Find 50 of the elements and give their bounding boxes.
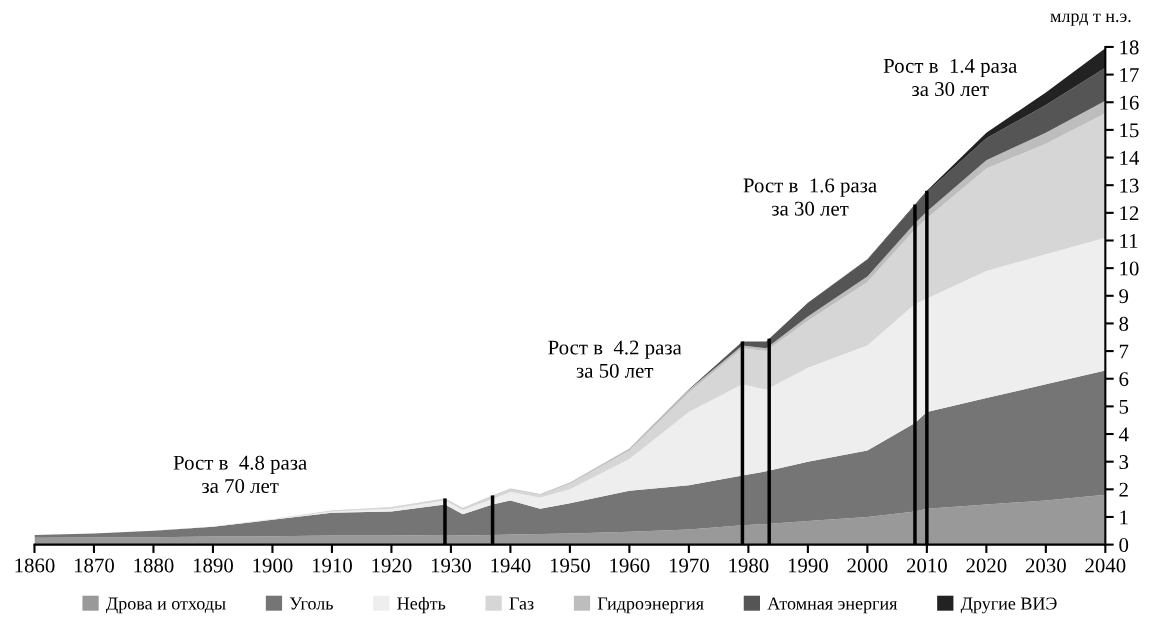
y-tick-label: 1 [1120, 510, 1128, 525]
y-tick-label: 7 [1119, 344, 1129, 359]
x-tick-label: 1930 [431, 558, 471, 573]
y-tick-label: 5 [1119, 399, 1129, 414]
x-tick-label: 1920 [372, 558, 412, 573]
y-tick-label: 13 [1120, 178, 1139, 193]
y-tick-label: 15 [1120, 123, 1139, 138]
legend-label: Другие ВИЭ [960, 597, 1057, 614]
y-tick-label: 9 [1119, 289, 1129, 304]
y-axis-title: млрд т н.э. [1050, 13, 1131, 26]
legend-label: Атомная энергия [767, 597, 898, 614]
annotation: Рост в 4.8 раза за 70 лет [173, 455, 307, 493]
y-tick-label: 2 [1119, 482, 1128, 497]
y-tick-label: 14 [1120, 151, 1140, 165]
y-tick-label: 18 [1120, 40, 1139, 55]
x-tick-label: 2030 [1025, 558, 1066, 573]
y-tick-label: 6 [1119, 372, 1129, 387]
legend-label: Газ [509, 597, 534, 610]
x-tick-label: 1960 [610, 558, 650, 573]
annotation: Рост в 4.2 раза за 50 лет [548, 340, 682, 378]
x-tick-label: 1890 [193, 558, 233, 573]
y-tick-label: 10 [1120, 261, 1139, 276]
x-tick-label: 2020 [966, 558, 1007, 573]
legend-label: Гидроэнергия [597, 597, 704, 614]
annotation: Рост в 1.6 раза за 30 лет [743, 178, 877, 216]
x-tick-label: 1910 [312, 558, 352, 573]
legend-label: Дрова и отходы [106, 597, 226, 614]
legend-label: Уголь [289, 597, 333, 610]
y-tick-label: 3 [1119, 455, 1129, 470]
y-tick-label: 12 [1120, 206, 1139, 221]
x-tick-label: 1900 [253, 558, 293, 573]
y-tick-label: 4 [1118, 427, 1129, 442]
x-tick-label: 1980 [729, 558, 769, 573]
x-tick-label: 1880 [134, 558, 174, 573]
x-tick-label: 1950 [550, 558, 590, 573]
y-tick-label: 8 [1119, 316, 1129, 331]
x-tick-label: 1940 [491, 558, 531, 573]
x-tick-label: 1870 [74, 558, 114, 573]
legend-label: Нефть [397, 596, 446, 614]
y-tick-label: 0 [1119, 537, 1129, 553]
y-tick-label: 17 [1120, 68, 1139, 82]
x-tick-label: 1970 [669, 558, 709, 573]
y-tick-label: 11 [1120, 233, 1138, 248]
x-tick-label: 2010 [906, 558, 947, 573]
x-tick-label: 1990 [788, 558, 828, 573]
x-tick-label: 1860 [15, 558, 55, 573]
x-tick-label: 2040 [1085, 558, 1126, 573]
y-tick-label: 16 [1120, 95, 1139, 110]
annotation: Рост в 1.4 раза за 30 лет [883, 58, 1018, 97]
x-tick-label: 2000 [847, 558, 888, 573]
